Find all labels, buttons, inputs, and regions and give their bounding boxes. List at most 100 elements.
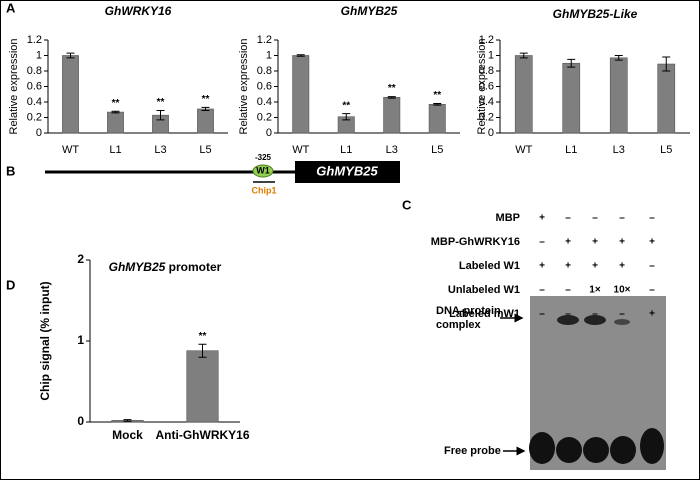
complex-band (614, 319, 630, 325)
significance: ** (433, 90, 441, 101)
gel-row-mark: + (539, 213, 545, 224)
title-text: GhMYB25 (109, 260, 166, 274)
complex-label-line: complex (436, 319, 482, 331)
gel-row-mark: + (619, 237, 625, 248)
gel-row-mark: – (649, 285, 655, 296)
title-text: GhMYB25-Like (553, 7, 638, 21)
y-axis-label: Chip signal (% input) (38, 281, 52, 400)
free-band (583, 437, 609, 463)
title-text: GhWRKY16 (105, 4, 172, 18)
error-bar (387, 96, 396, 99)
x-tick-label: L3 (386, 144, 398, 156)
gene-label: GhMYB25 (316, 163, 378, 178)
y-tick-label: 1.2 (27, 34, 42, 46)
x-tick-label: WT (62, 144, 79, 156)
x-tick-label: Anti-GhWRKY16 (156, 428, 250, 442)
x-tick-label: L5 (199, 144, 211, 156)
significance: ** (199, 331, 207, 342)
significance: ** (342, 100, 350, 111)
significance: ** (202, 94, 210, 105)
y-tick-label: 1 (36, 49, 42, 61)
free-band (610, 436, 636, 464)
y-tick-label: 0 (266, 127, 272, 139)
bar (514, 55, 533, 134)
x-tick-label: WT (515, 144, 532, 156)
gene-box (295, 161, 400, 183)
y-tick-label: 0.4 (27, 96, 42, 108)
gel-row-mark: – (619, 213, 625, 224)
y-tick-label: 1 (488, 49, 494, 61)
y-tick-label: 1 (77, 333, 84, 347)
gel-row-mark: + (565, 261, 571, 272)
gel-row-mark: – (649, 261, 655, 272)
complex-band (584, 315, 606, 325)
bar (197, 108, 214, 134)
gel-row-mark: – (539, 237, 545, 248)
y-tick-label: 0 (77, 414, 84, 428)
error-bar (433, 103, 442, 106)
gel-row-mark: – (649, 213, 655, 224)
error-bar (156, 110, 165, 121)
error-bar (123, 419, 132, 422)
site-label: W1 (256, 165, 270, 175)
y-axis-label: Relative expression (238, 39, 250, 135)
w1-site (252, 164, 274, 178)
y-axis-label: Relative expression (476, 39, 488, 135)
gel-row-mark: + (565, 237, 571, 248)
primer-label: Chip1 (251, 185, 276, 195)
error-bar (519, 52, 528, 59)
free-band (640, 428, 664, 464)
gel-row-label: Labeled mW1 (449, 308, 520, 320)
y-tick-label: 2 (77, 252, 84, 266)
title-suffix: promoter (169, 260, 222, 274)
y-tick-label: 0.8 (27, 65, 42, 77)
title-text: GhMYB25 (341, 4, 398, 18)
error-bar (342, 113, 351, 121)
y-tick-label: 0.6 (257, 80, 272, 92)
x-tick-label: L1 (565, 144, 577, 156)
gel-row-mark: – (539, 285, 545, 296)
free-band (556, 437, 582, 463)
error-bar (614, 55, 623, 61)
x-tick-label: L5 (431, 144, 443, 156)
y-tick-label: 0 (488, 127, 494, 139)
chart-title: GhMYB25-Like (553, 7, 638, 21)
gel-row-label: MBP (496, 212, 520, 224)
x-tick-label: Mock (112, 428, 143, 442)
error-bar (201, 106, 210, 112)
bar (62, 55, 79, 134)
y-tick-label: 0.4 (479, 96, 494, 108)
free-label: Free probe (444, 445, 501, 457)
free-band (529, 432, 555, 464)
panel-letter: B (6, 163, 15, 178)
gel-row-mark: + (649, 237, 655, 248)
error-bar (567, 58, 576, 68)
significance: ** (157, 97, 165, 108)
error-bar (662, 56, 671, 72)
x-tick-label: L3 (154, 144, 166, 156)
bar (186, 350, 219, 423)
panel-letter: C (402, 197, 412, 212)
gel-row-label: MBP-GhWRKY16 (431, 236, 520, 248)
bar (562, 62, 581, 134)
y-tick-label: 1.2 (479, 34, 494, 46)
gel-row-mark: 10× (614, 285, 631, 296)
bar (292, 55, 310, 134)
y-tick-label: 0.4 (257, 96, 272, 108)
gel-row-mark: – (619, 309, 625, 320)
gel-row-mark: – (565, 285, 571, 296)
error-bar (66, 52, 75, 59)
x-tick-label: WT (292, 144, 309, 156)
y-tick-label: 1 (266, 49, 272, 61)
x-tick-label: L3 (613, 144, 625, 156)
y-tick-label: 0.8 (257, 65, 272, 77)
y-tick-label: 0.2 (257, 111, 272, 123)
complex-band (557, 315, 579, 325)
y-tick-label: 0.6 (27, 80, 42, 92)
chart-title: GhMYB25 promoter (109, 260, 222, 274)
y-axis-label: Relative expression (8, 39, 20, 135)
error-bar (296, 54, 305, 57)
gel-row-mark: – (565, 213, 571, 224)
y-tick-label: 0 (36, 127, 42, 139)
gel-row-mark: 1× (589, 285, 601, 296)
